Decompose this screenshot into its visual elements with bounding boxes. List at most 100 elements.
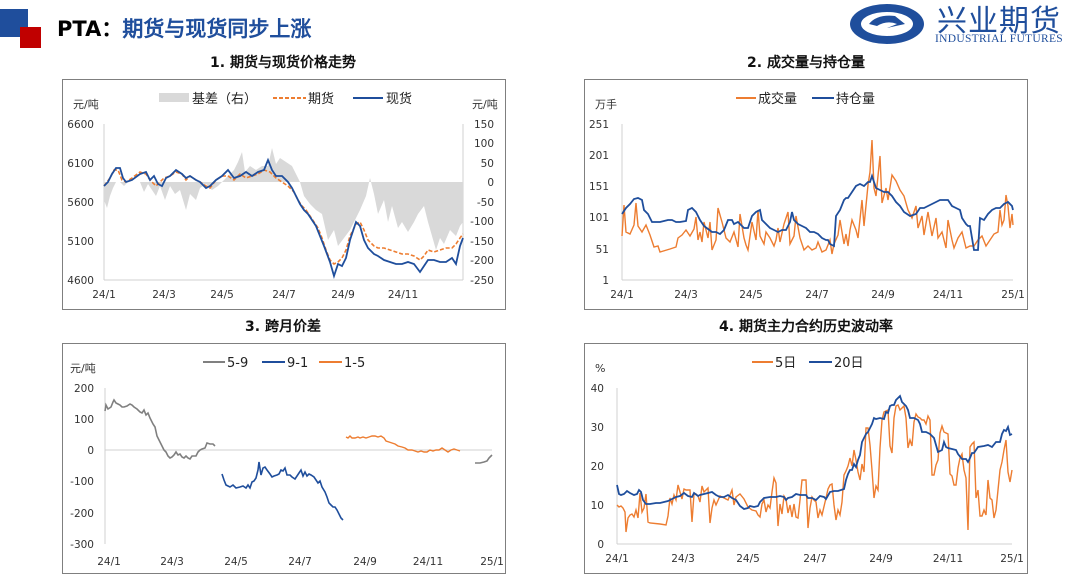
- chart2-frame: [584, 79, 1028, 310]
- svg-text:24/5: 24/5: [210, 289, 234, 301]
- chart4-yticks: 40 30 20 10 0: [591, 383, 604, 551]
- page-title-main: 期货与现货同步上涨: [122, 17, 312, 41]
- svg-text:100: 100: [74, 414, 94, 426]
- svg-text:24/9: 24/9: [871, 289, 895, 301]
- chart3-plot: 元/吨 5-9 9-1 1-5 200 100 0 -100 -200 -300…: [70, 356, 504, 568]
- logo-swirl-icon: [850, 4, 924, 44]
- chart2-oi-line: [621, 173, 1014, 251]
- svg-text:24/3: 24/3: [160, 556, 184, 568]
- svg-text:24/1: 24/1: [92, 289, 116, 301]
- svg-text:6600: 6600: [67, 119, 94, 131]
- svg-text:24/5: 24/5: [736, 553, 760, 565]
- svg-text:25/1: 25/1: [1000, 553, 1024, 565]
- svg-text:24/1: 24/1: [97, 556, 121, 568]
- chart1-spot-line: [103, 157, 464, 280]
- svg-text:30: 30: [591, 422, 604, 434]
- svg-text:200: 200: [74, 383, 94, 395]
- chart1-xticks: 24/1 24/3 24/5 24/7 24/9 24/11: [92, 289, 418, 301]
- svg-text:-100: -100: [470, 216, 494, 228]
- legend-5d-label: 5日: [775, 356, 796, 371]
- svg-text:151: 151: [589, 181, 609, 193]
- svg-text:6100: 6100: [67, 158, 94, 170]
- svg-text:24/11: 24/11: [388, 289, 418, 301]
- svg-text:51: 51: [596, 244, 609, 256]
- chart1-ylabel-right: 元/吨: [472, 98, 498, 111]
- chart4-frame: [584, 343, 1028, 574]
- chart4-plot: % 5日 20日 40 30 20 10 0 24/1 24/3 24/5 24…: [591, 356, 1024, 565]
- chart1-title: 1. 期货与现货价格走势: [210, 55, 356, 71]
- svg-text:0: 0: [597, 539, 604, 551]
- svg-text:5600: 5600: [67, 197, 94, 209]
- svg-text:20: 20: [591, 461, 604, 473]
- chart3-5-9-end-line: [475, 454, 493, 464]
- chart1-basis-area: [104, 148, 463, 250]
- legend-5-9-label: 5-9: [227, 356, 248, 371]
- chart1-y2ticks: 150 100 50 0 -50 -100 -150 -200 -250: [470, 119, 494, 287]
- chart1-frame: [62, 79, 506, 310]
- legend-volume-label: 成交量: [758, 91, 797, 107]
- svg-text:101: 101: [589, 212, 609, 224]
- page-title: PTA：期货与现货同步上涨: [57, 13, 311, 43]
- svg-text:40: 40: [591, 383, 604, 395]
- svg-text:24/7: 24/7: [803, 553, 827, 565]
- brand-square-red: [20, 27, 41, 48]
- svg-text:24/7: 24/7: [272, 289, 296, 301]
- chart4-title: 4. 期货主力合约历史波动率: [719, 319, 893, 335]
- svg-text:-200: -200: [470, 255, 494, 267]
- svg-text:0: 0: [87, 445, 94, 457]
- svg-text:5100: 5100: [67, 236, 94, 248]
- svg-text:100: 100: [474, 138, 494, 150]
- svg-text:-200: -200: [70, 508, 94, 520]
- chart3-frame: [62, 343, 506, 574]
- chart4-ylabel: %: [595, 362, 605, 375]
- chart2-volume-line: [621, 139, 1014, 255]
- chart1-plot: 元/吨 元/吨 基差（右） 期货 现货 6600 6100 5600 5100 …: [67, 91, 497, 301]
- chart2-title: 2. 成交量与持仓量: [747, 55, 865, 71]
- chart1-ylabel-left: 元/吨: [73, 98, 99, 111]
- chart4-xticks: 24/1 24/3 24/5 24/7 24/9 24/11 25/1: [605, 553, 1024, 565]
- legend-1-5-label: 1-5: [344, 356, 365, 371]
- chart3-title: 3. 跨月价差: [245, 319, 321, 335]
- svg-text:4600: 4600: [67, 275, 94, 287]
- logo-text-en: INDUSTRIAL FUTURES: [935, 33, 1063, 45]
- svg-text:-150: -150: [470, 236, 494, 248]
- chart3-ylabel: 元/吨: [70, 362, 96, 375]
- chart3-5-9-line: [104, 398, 216, 461]
- svg-text:-250: -250: [470, 275, 494, 287]
- page-title-prefix: PTA：: [57, 17, 123, 41]
- legend-spot-label: 现货: [386, 91, 412, 107]
- svg-text:24/1: 24/1: [605, 553, 629, 565]
- svg-text:24/3: 24/3: [671, 553, 695, 565]
- legend-9-1-label: 9-1: [287, 356, 308, 371]
- chart1-yticks: 6600 6100 5600 5100 4600: [67, 119, 94, 287]
- company-logo: 兴业期货 INDUSTRIAL FUTURES: [845, 0, 1080, 50]
- chart2-plot: 万手 成交量 持仓量 251 201 151 101 51 1 24/1 24/…: [589, 91, 1025, 301]
- svg-text:24/1: 24/1: [610, 289, 634, 301]
- svg-text:1: 1: [602, 275, 609, 287]
- chart2-ylabel: 万手: [595, 97, 617, 111]
- svg-text:24/11: 24/11: [933, 289, 963, 301]
- svg-text:24/5: 24/5: [224, 556, 248, 568]
- legend-basis-label: 基差（右）: [192, 92, 257, 107]
- logo-text-cn: 兴业期货: [937, 4, 1061, 39]
- legend-basis-swatch: [159, 93, 189, 102]
- legend-oi-label: 持仓量: [836, 92, 875, 107]
- chart2-yticks: 251 201 151 101 51 1: [589, 119, 609, 287]
- svg-text:24/11: 24/11: [933, 553, 963, 565]
- svg-text:0: 0: [487, 177, 494, 189]
- svg-text:50: 50: [481, 158, 494, 170]
- svg-text:24/5: 24/5: [739, 289, 763, 301]
- legend-20d-label: 20日: [834, 356, 864, 371]
- svg-text:25/1: 25/1: [480, 556, 504, 568]
- chart3-1-5-line: [345, 435, 461, 453]
- svg-text:10: 10: [591, 500, 604, 512]
- svg-text:24/7: 24/7: [288, 556, 312, 568]
- svg-text:-50: -50: [477, 197, 494, 209]
- svg-text:24/3: 24/3: [674, 289, 698, 301]
- chart3-9-1-line: [221, 461, 344, 521]
- svg-text:201: 201: [589, 150, 609, 162]
- svg-text:25/1: 25/1: [1001, 289, 1025, 301]
- svg-text:-100: -100: [70, 476, 94, 488]
- svg-text:-300: -300: [70, 539, 94, 551]
